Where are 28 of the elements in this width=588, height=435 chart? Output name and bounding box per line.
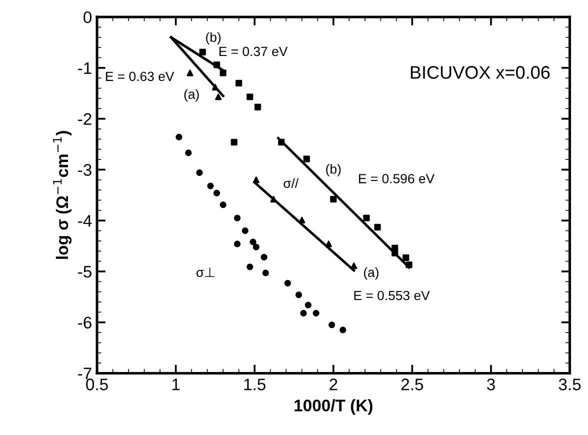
y-tick-label: -4 — [78, 215, 92, 227]
annotation: (b) — [326, 164, 341, 176]
y-tick-label: -5 — [78, 266, 92, 278]
annotation: BICUVOX x=0.06 — [410, 66, 550, 79]
x-tick-label: 1 — [172, 378, 180, 390]
y-tick-label: -7 — [78, 368, 92, 380]
x-tick-label: 2.5 — [401, 378, 424, 390]
annotation: E = 0.63 eV — [106, 72, 174, 82]
x-tick-label: 1.5 — [244, 378, 266, 390]
x-axis-title: 1000/T (K) — [294, 399, 372, 415]
x-tick-label: 3.5 — [558, 378, 581, 390]
annotation: E = 0.596 eV — [359, 174, 435, 184]
x-tick-label: 2 — [330, 378, 338, 390]
y-tick-label: -2 — [78, 113, 92, 125]
y-tick-label: 0 — [84, 11, 92, 24]
annotation: (b) — [206, 32, 221, 44]
y-tick-label: -1 — [78, 62, 92, 74]
annotation: (a) — [364, 267, 378, 280]
annotation: E = 0.553 eV — [354, 290, 430, 300]
y-tick-label: -3 — [78, 164, 92, 176]
annotation: (a) — [184, 89, 199, 102]
x-tick-label: 3 — [486, 378, 495, 390]
y-tick-label: -6 — [78, 316, 92, 329]
annotation: E = 0.37 eV — [219, 46, 288, 56]
annotation: σ⊥ — [196, 268, 214, 278]
y-axis-title: log σ (Ω$^{−1}$cm$^{−1}$) — [53, 131, 72, 259]
x-tick-label: 0.5 — [86, 378, 108, 390]
annotation: σ// — [284, 178, 299, 188]
